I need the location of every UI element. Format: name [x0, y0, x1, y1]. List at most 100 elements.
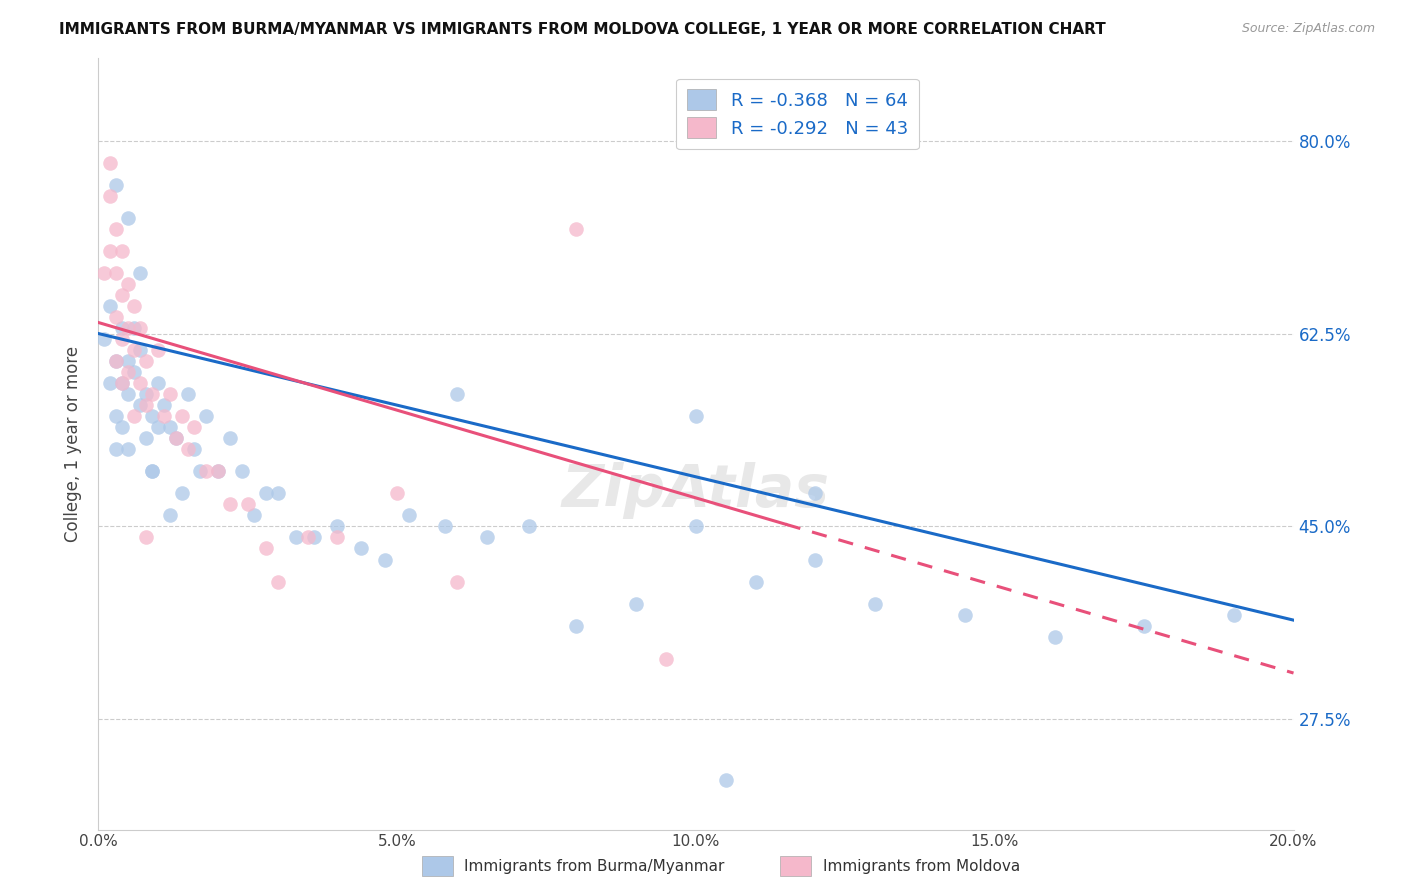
Point [1043, 630, 1066, 644]
Point [685, 519, 707, 533]
Point [135, 387, 157, 401]
Point [434, 519, 457, 533]
Point [117, 277, 139, 291]
Point [135, 431, 157, 445]
Point [745, 574, 768, 589]
Point [105, 222, 128, 236]
Point [207, 464, 229, 478]
Point [98, 244, 122, 258]
Point [141, 409, 163, 424]
Point [129, 376, 152, 391]
Y-axis label: College, 1 year or more: College, 1 year or more [65, 346, 83, 541]
Point [117, 321, 139, 335]
Text: Immigrants from Burma/Myanmar: Immigrants from Burma/Myanmar [464, 859, 724, 873]
Point [446, 387, 468, 401]
Point [267, 574, 290, 589]
Point [714, 772, 737, 787]
Point [172, 409, 194, 424]
Point [117, 442, 139, 457]
Point [159, 420, 181, 434]
Point [804, 486, 827, 500]
Point [231, 464, 253, 478]
Point [111, 332, 134, 346]
Point [93, 332, 115, 346]
Point [475, 531, 498, 545]
Point [177, 387, 200, 401]
Point [284, 531, 307, 545]
Point [105, 178, 128, 192]
Point [124, 365, 146, 379]
Point [804, 552, 827, 566]
Point [111, 288, 134, 302]
Point [953, 607, 976, 622]
Point [111, 376, 134, 391]
Point [254, 541, 277, 556]
Legend: R = -0.368   N = 64, R = -0.292   N = 43: R = -0.368 N = 64, R = -0.292 N = 43 [676, 78, 918, 149]
Point [297, 531, 319, 545]
Point [1223, 607, 1246, 622]
Point [111, 244, 134, 258]
Point [117, 211, 139, 225]
Point [195, 464, 218, 478]
Point [153, 398, 176, 412]
Point [243, 508, 266, 523]
Point [98, 299, 122, 313]
Point [124, 321, 146, 335]
Point [105, 354, 128, 368]
Point [135, 354, 157, 368]
Point [398, 508, 420, 523]
Point [98, 188, 122, 202]
Point [1133, 618, 1156, 632]
Point [105, 354, 128, 368]
Point [517, 519, 540, 533]
Point [148, 376, 170, 391]
Point [111, 376, 134, 391]
Point [135, 531, 157, 545]
Point [385, 486, 409, 500]
Text: ZipAtlas: ZipAtlas [562, 461, 830, 518]
Point [655, 651, 678, 665]
Point [685, 409, 707, 424]
Point [159, 508, 181, 523]
Point [267, 486, 290, 500]
Point [153, 409, 176, 424]
Point [326, 519, 349, 533]
Point [183, 442, 205, 457]
Point [98, 155, 122, 169]
Text: Source: ZipAtlas.com: Source: ZipAtlas.com [1241, 22, 1375, 36]
Point [129, 343, 152, 357]
Point [124, 409, 146, 424]
Text: IMMIGRANTS FROM BURMA/MYANMAR VS IMMIGRANTS FROM MOLDOVA COLLEGE, 1 YEAR OR MORE: IMMIGRANTS FROM BURMA/MYANMAR VS IMMIGRA… [59, 22, 1105, 37]
Point [165, 431, 187, 445]
Point [446, 574, 468, 589]
Point [141, 387, 163, 401]
Point [565, 618, 588, 632]
Point [105, 266, 128, 280]
Point [98, 376, 122, 391]
Point [148, 420, 170, 434]
Point [183, 420, 205, 434]
Point [254, 486, 277, 500]
Point [141, 464, 163, 478]
Point [207, 464, 229, 478]
Point [135, 398, 157, 412]
Point [236, 497, 259, 511]
Point [129, 266, 152, 280]
Point [105, 442, 128, 457]
Point [124, 299, 146, 313]
Point [105, 310, 128, 324]
Point [565, 222, 588, 236]
Point [141, 464, 163, 478]
Point [350, 541, 373, 556]
Point [219, 497, 242, 511]
Point [177, 442, 200, 457]
Point [865, 597, 887, 611]
Point [326, 531, 349, 545]
Point [93, 266, 115, 280]
Point [188, 464, 211, 478]
Point [165, 431, 187, 445]
Point [172, 486, 194, 500]
Point [124, 343, 146, 357]
Point [195, 409, 218, 424]
Point [117, 365, 139, 379]
